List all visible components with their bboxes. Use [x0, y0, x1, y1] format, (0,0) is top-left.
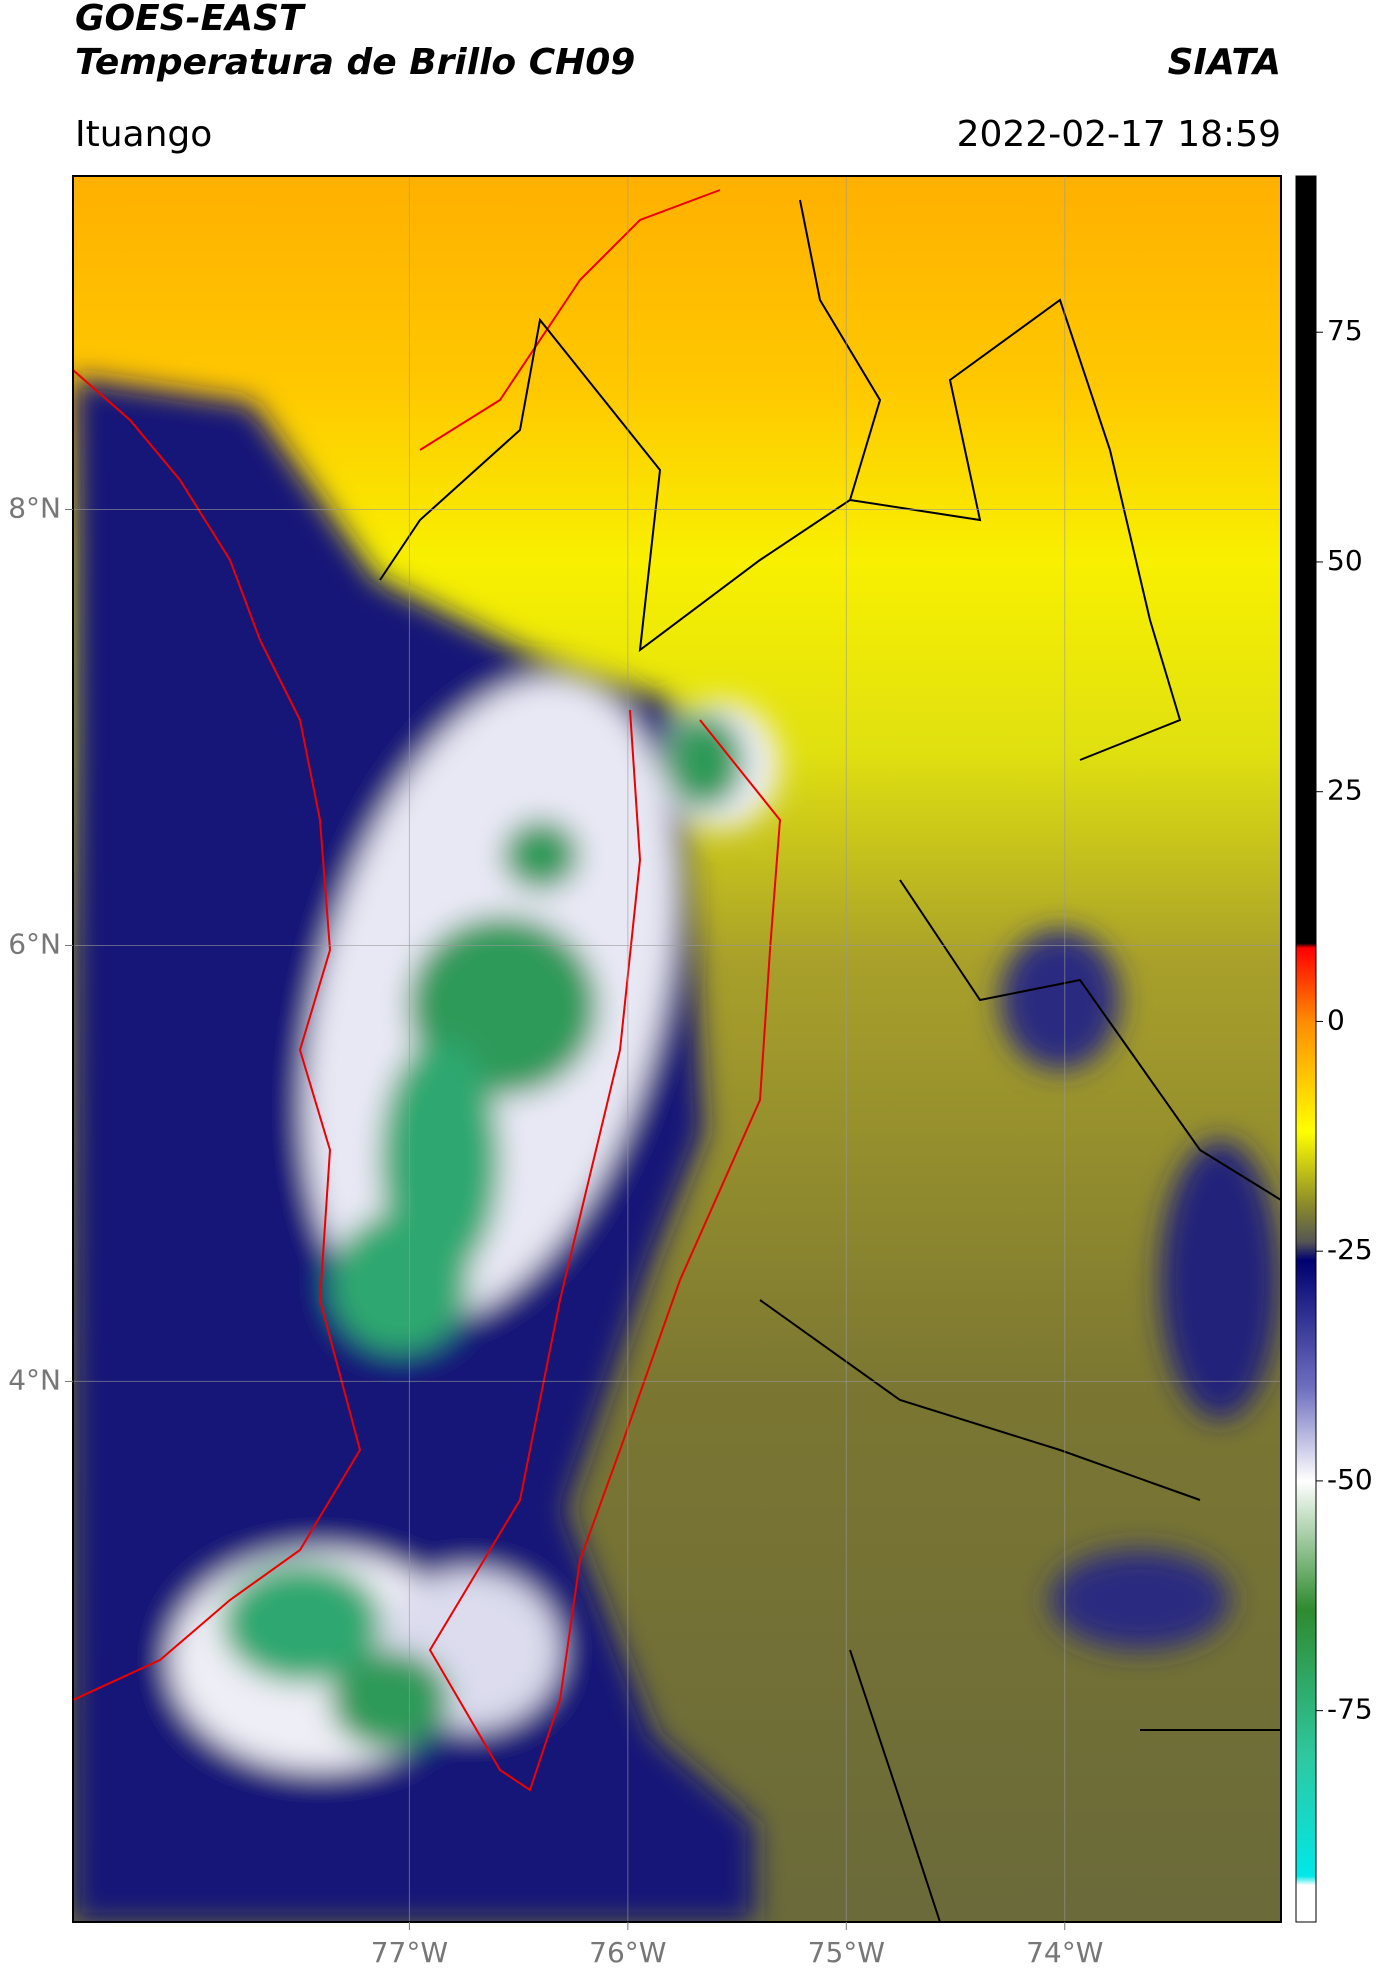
x-tick-label: 77°W: [371, 1936, 448, 1969]
colorbar-tick-label: 0: [1327, 1003, 1345, 1036]
product: Temperatura de Brillo CH09: [75, 42, 635, 83]
datetime: 2022-02-17 18:59: [957, 114, 1281, 155]
colorbar-tick-label: 25: [1327, 774, 1363, 807]
colorbar-tick-label: 75: [1327, 314, 1363, 347]
colorbar: [1295, 175, 1317, 1923]
colorbar-tick-label: -50: [1327, 1463, 1373, 1496]
y-tick-label: 6°N: [8, 927, 61, 960]
brand: SIATA: [1168, 42, 1281, 83]
colorbar-tick-label: -75: [1327, 1693, 1373, 1726]
satellite: GOES-EAST: [75, 0, 306, 39]
map-frame: [72, 175, 1282, 1923]
colorbar-tick-label: 50: [1327, 544, 1363, 577]
y-tick-label: 8°N: [8, 492, 61, 525]
x-tick-label: 76°W: [589, 1936, 666, 1969]
x-tick-label: 75°W: [808, 1936, 885, 1969]
imagery: [73, 176, 1281, 1922]
location: Ituango: [75, 114, 212, 155]
y-tick-label: 4°N: [8, 1363, 61, 1396]
x-tick-label: 74°W: [1026, 1936, 1103, 1969]
colorbar-tick-label: -25: [1327, 1233, 1373, 1266]
